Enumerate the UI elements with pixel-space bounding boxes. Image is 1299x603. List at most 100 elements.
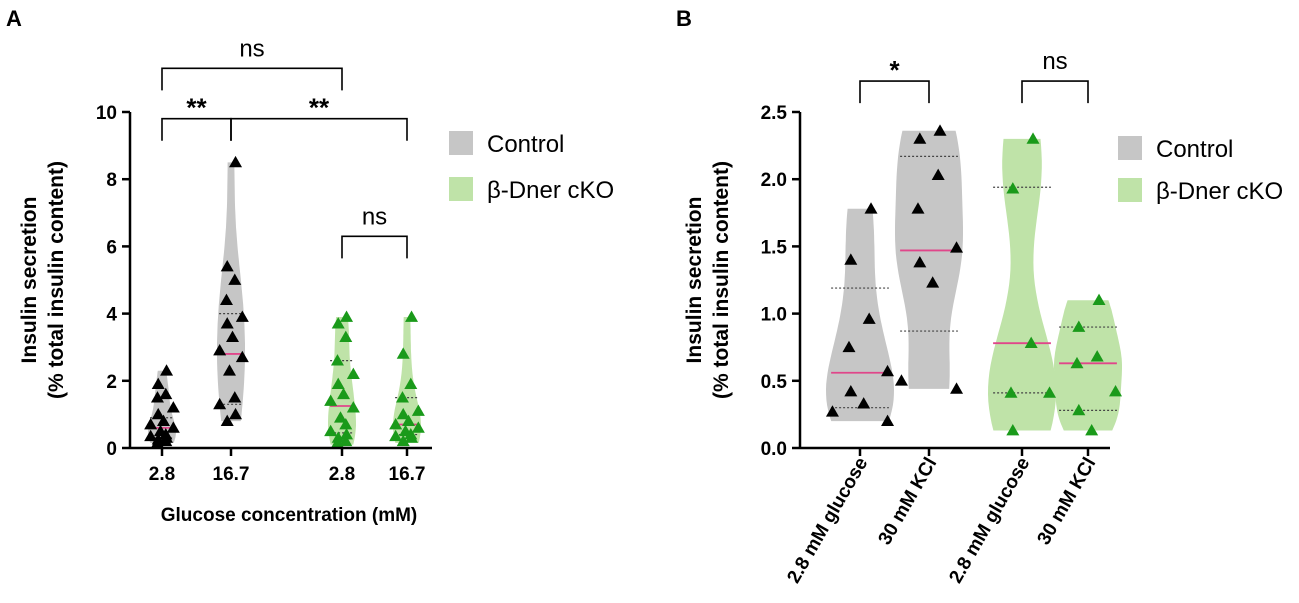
panel-b-ylabel-line2: (% total insulin content) xyxy=(710,161,733,399)
data-point-cko xyxy=(1090,350,1104,362)
data-point-control xyxy=(228,391,242,403)
y-tick-label: 6 xyxy=(106,237,117,258)
data-point-control xyxy=(950,241,964,253)
data-point-cko xyxy=(1070,356,1084,369)
data-point-control xyxy=(228,273,242,285)
data-point-cko xyxy=(1026,132,1040,144)
data-point-control xyxy=(159,387,173,400)
data-point-control xyxy=(229,407,243,420)
data-point-cko xyxy=(1092,293,1106,306)
data-point-control xyxy=(950,382,964,394)
panel-a-ylabel-line2: (% total insulin content) xyxy=(45,161,68,399)
violin-cko xyxy=(988,138,1056,431)
panel-b-legend: Control β-Dner cKO xyxy=(1118,136,1283,205)
panel-b-letter: B xyxy=(676,6,692,31)
panel-b-y-ticks: 0.0 0.5 1.0 1.5 2.0 2.5 xyxy=(761,103,800,460)
panel-b: B * ns 0.00.51.01.52.02.5 2.8 mM glucose 3… xyxy=(676,6,1283,587)
data-point-cko xyxy=(324,424,338,437)
data-point-cko xyxy=(339,434,353,447)
data-point-cko xyxy=(1006,424,1020,436)
data-point-control xyxy=(933,124,947,136)
data-point-cko xyxy=(389,429,403,442)
x-tick-label: 16.7 xyxy=(389,464,426,485)
data-point-cko xyxy=(1072,403,1086,416)
data-point-cko xyxy=(389,417,403,430)
data-point-control xyxy=(913,256,927,268)
data-point-control xyxy=(229,155,243,168)
y-tick-label: 8 xyxy=(106,170,117,191)
data-point-control xyxy=(220,414,234,426)
data-point-cko xyxy=(331,317,345,329)
data-point-control xyxy=(220,260,234,272)
panel-b-points xyxy=(825,124,1123,436)
data-point-cko xyxy=(1043,386,1057,398)
panel-a-points xyxy=(144,155,425,448)
data-point-control xyxy=(160,364,174,376)
panel-b-annotations: * ns xyxy=(859,48,1089,104)
panel-b-x-ticks: 2.8 mM glucose 30 mM KCl 2.8 mM glucose 30 … xyxy=(783,448,1100,587)
panel-a-ylabel-line1: Insulin secretion xyxy=(18,197,41,364)
panel-b-violins xyxy=(826,130,1122,431)
data-point-cko xyxy=(330,436,344,448)
data-point-cko xyxy=(324,394,338,406)
data-point-control xyxy=(166,401,180,413)
data-point-cko xyxy=(331,431,345,443)
data-point-cko xyxy=(331,377,345,390)
data-point-control xyxy=(150,436,164,448)
y-tick-label: 4 xyxy=(106,305,117,326)
violin-control xyxy=(895,130,963,389)
data-point-cko xyxy=(396,347,410,359)
data-point-cko xyxy=(1004,386,1018,398)
data-point-control xyxy=(213,397,227,410)
violin-cko xyxy=(393,317,421,443)
data-point-cko xyxy=(346,367,360,379)
y-tick-label: 1.0 xyxy=(761,305,787,326)
data-point-cko xyxy=(340,428,354,440)
data-point-cko xyxy=(1072,320,1086,332)
data-point-cko xyxy=(411,421,425,433)
x-tick-label: 16.7 xyxy=(213,464,250,485)
legend-label-control-b: Control xyxy=(1156,136,1233,163)
legend-swatch-cko-b xyxy=(1118,178,1142,202)
data-point-cko xyxy=(405,431,419,443)
y-tick-label: 0.0 xyxy=(761,439,787,460)
x-tick-label: 30 mM KCl xyxy=(1034,454,1101,549)
data-point-control xyxy=(911,202,925,214)
data-point-cko xyxy=(339,330,353,342)
data-point-cko xyxy=(405,310,419,322)
x-tick-label: 2.8 xyxy=(149,464,175,485)
panel-a: A ns ** ** ns 0 2 4 6 8 10 2.8 16.7 2.8 16.7 Insuli… xyxy=(6,6,614,526)
x-tick-label: 2.8 mM glucose xyxy=(945,454,1034,587)
violin-control xyxy=(217,162,245,422)
data-point-cko xyxy=(1006,182,1020,194)
significance-bracket xyxy=(1021,80,1089,104)
data-point-control xyxy=(881,414,895,426)
significance-ns: ns xyxy=(1042,48,1067,75)
data-point-control xyxy=(166,421,180,433)
panel-a-letter: A xyxy=(6,6,22,31)
data-point-cko xyxy=(337,387,351,400)
data-point-control xyxy=(219,293,233,306)
legend-label-cko: β-Dner cKO xyxy=(487,177,614,204)
data-point-control xyxy=(144,417,158,430)
data-point-control xyxy=(913,132,927,144)
panel-a-xlabel: Glucose concentration (mM) xyxy=(161,505,418,526)
legend-swatch-cko xyxy=(449,177,473,201)
y-tick-label: 2 xyxy=(106,372,117,393)
significance-stars: ** xyxy=(309,93,330,123)
data-point-control xyxy=(894,374,908,386)
violin-control xyxy=(826,208,894,422)
data-point-cko xyxy=(340,310,354,322)
legend-swatch-control-b xyxy=(1118,136,1142,160)
panel-a-y-ticks: 0 2 4 6 8 10 xyxy=(96,103,130,460)
significance-ns: ns xyxy=(362,203,387,230)
data-point-cko xyxy=(395,391,409,403)
data-point-control xyxy=(144,429,158,442)
data-point-control xyxy=(222,364,236,376)
data-point-control xyxy=(842,340,856,353)
data-point-control xyxy=(926,276,940,288)
data-point-control xyxy=(931,168,945,181)
violin-cko xyxy=(1054,300,1122,431)
x-tick-label: 30 mM KCl xyxy=(875,454,942,549)
data-point-control xyxy=(220,317,234,329)
